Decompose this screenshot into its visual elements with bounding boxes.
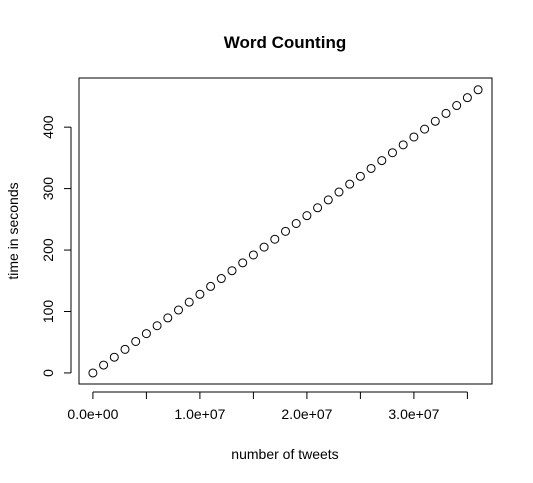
data-point xyxy=(163,313,173,323)
data-point xyxy=(174,305,184,315)
x-tick-label: 2.0e+07 xyxy=(281,406,332,422)
data-point xyxy=(473,85,483,95)
data-point xyxy=(387,148,397,158)
plot-frame xyxy=(78,77,493,385)
data-point xyxy=(430,116,440,126)
data-point xyxy=(281,226,290,236)
data-point xyxy=(441,108,451,118)
data-point xyxy=(302,211,312,221)
x-tick-label: 3.0e+07 xyxy=(388,406,439,422)
y-axis: 0 100 200 300 400 xyxy=(40,115,72,377)
data-point xyxy=(195,289,205,299)
data-point xyxy=(420,124,430,134)
data-point xyxy=(141,329,151,339)
data-point xyxy=(355,171,365,181)
data-point xyxy=(152,321,162,331)
y-tick-label: 300 xyxy=(40,177,56,201)
chart-title: Word Counting xyxy=(224,33,346,52)
data-point xyxy=(291,219,301,229)
data-point xyxy=(313,203,323,213)
data-points xyxy=(88,85,483,378)
data-point xyxy=(99,360,109,370)
data-point xyxy=(216,274,226,284)
data-point xyxy=(270,234,280,244)
y-axis-label: time in seconds xyxy=(5,182,21,279)
y-tick-label: 100 xyxy=(40,300,56,324)
data-point xyxy=(184,297,194,307)
data-point xyxy=(248,250,258,260)
data-point xyxy=(377,156,387,166)
data-point xyxy=(462,93,472,103)
data-point xyxy=(227,266,237,276)
x-axis: 0.0e+00 1.0e+07 2.0e+07 3.0e+07 xyxy=(67,391,468,422)
data-point xyxy=(452,101,462,111)
data-point xyxy=(366,163,376,173)
data-point xyxy=(259,242,269,252)
y-tick-label: 400 xyxy=(40,115,56,139)
y-tick-label: 200 xyxy=(40,238,56,262)
data-point xyxy=(334,187,344,197)
data-point xyxy=(120,344,130,354)
data-point xyxy=(398,140,408,150)
data-point xyxy=(238,258,248,268)
x-axis-label: number of tweets xyxy=(231,446,338,462)
data-point xyxy=(206,281,216,291)
x-tick-label: 0.0e+00 xyxy=(67,406,118,422)
x-tick-label: 1.0e+07 xyxy=(174,406,225,422)
data-point xyxy=(345,179,355,189)
data-point xyxy=(131,336,141,346)
y-tick-label: 0 xyxy=(40,369,56,377)
data-point xyxy=(109,352,119,362)
data-point xyxy=(88,368,98,378)
data-point xyxy=(323,195,333,205)
data-point xyxy=(409,132,419,142)
